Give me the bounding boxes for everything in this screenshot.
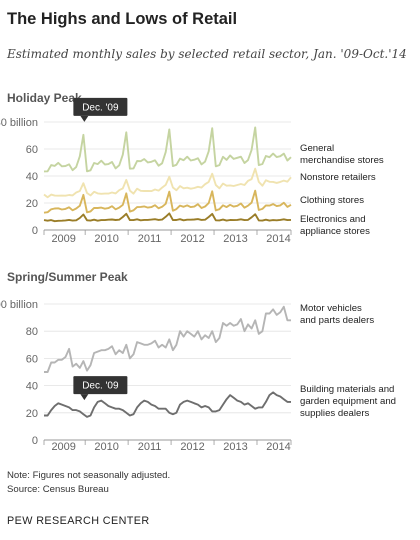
callout-pointer xyxy=(80,394,89,401)
series-label: Building materials and garden equipment a… xyxy=(300,384,396,419)
series-label: Clothing stores xyxy=(300,195,364,206)
series-label: Motor vehicles and parts dealers xyxy=(300,303,374,326)
series-line xyxy=(44,391,291,418)
series-label-line: Nonstore retailers xyxy=(300,172,376,183)
y-tick-label: $80 billion xyxy=(0,117,38,129)
series-line xyxy=(43,212,292,223)
y-tick-label: $100 billion xyxy=(0,299,38,311)
callout-box xyxy=(73,97,128,116)
y-tick-label: 60 xyxy=(26,353,38,365)
callout-label: Dec. '09 xyxy=(82,102,119,113)
panel-title-holiday: Holiday Peak xyxy=(7,91,82,105)
y-tick-label: 20 xyxy=(26,198,38,210)
series-label: General merchandise stores xyxy=(300,143,384,166)
chart-note: Note: Figures not seasonally adjusted. xyxy=(7,470,171,481)
y-tick-label: 80 xyxy=(26,326,38,338)
series-label-line: Motor vehicles xyxy=(300,303,362,314)
series-label: Nonstore retailers xyxy=(300,172,376,183)
x-tick-label: 2009 xyxy=(51,233,75,245)
series-label-line: General xyxy=(300,143,334,154)
series-label-line: Clothing stores xyxy=(300,195,364,206)
x-tick-label: 2011 xyxy=(138,441,162,453)
x-tick-label: 2014 xyxy=(266,441,290,453)
series-label-line: Electronics and xyxy=(300,214,366,225)
x-tick-label: 2012 xyxy=(180,441,204,453)
callout-label: Dec. '09 xyxy=(82,381,119,392)
series-line xyxy=(43,189,292,214)
x-tick-label: 2011 xyxy=(138,233,162,245)
y-tick-label: 60 xyxy=(26,144,38,156)
series-label-line: garden equipment and xyxy=(300,396,396,407)
callout-pointer xyxy=(80,115,89,122)
y-tick-label: 20 xyxy=(26,408,38,420)
page-title: The Highs and Lows of Retail xyxy=(7,10,238,28)
x-tick-label: 2009 xyxy=(51,441,75,453)
series-label-line: supplies dealers xyxy=(300,408,370,419)
x-tick-label: 2013 xyxy=(223,233,247,245)
series-line xyxy=(43,167,292,199)
chart-source: Source: Census Bureau xyxy=(7,484,109,495)
x-tick-label: 2010 xyxy=(94,441,118,453)
series-label-line: merchandise stores xyxy=(300,155,384,166)
x-tick-label: 2013 xyxy=(223,441,247,453)
callout-box xyxy=(73,376,128,395)
series-label-line: and parts dealers xyxy=(300,315,374,326)
series-label-line: appliance stores xyxy=(300,226,370,237)
series-line xyxy=(43,126,292,173)
panel-title-spring: Spring/Summer Peak xyxy=(7,270,128,284)
y-tick-label: 40 xyxy=(26,171,38,183)
y-tick-label: 0 xyxy=(32,225,38,237)
page-subtitle: Estimated monthly sales by selected reta… xyxy=(7,47,407,61)
y-tick-label: 0 xyxy=(32,435,38,447)
brand-name: PEW RESEARCH CENTER xyxy=(7,515,150,527)
series-label-line: Building materials and xyxy=(300,384,394,395)
y-tick-label: 40 xyxy=(26,381,38,393)
series-label: Electronics and appliance stores xyxy=(300,214,370,237)
series-line xyxy=(44,305,291,373)
x-tick-label: 2012 xyxy=(180,233,204,245)
x-tick-label: 2014 xyxy=(266,233,290,245)
x-tick-label: 2010 xyxy=(94,233,118,245)
